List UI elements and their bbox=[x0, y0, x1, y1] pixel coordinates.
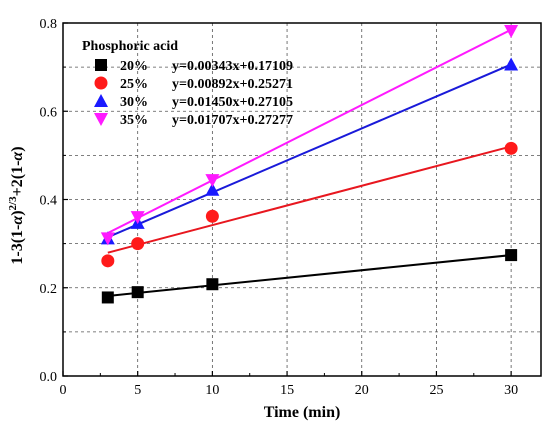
data-point-20pct bbox=[206, 278, 219, 291]
data-point-20pct bbox=[101, 291, 114, 304]
data-point-35pct bbox=[100, 232, 115, 246]
x-tick-label: 15 bbox=[280, 383, 294, 398]
plot-frame bbox=[62, 22, 542, 377]
legend-entries: 20% y=0.00343x+0.17109 25% y=0.00892x+0.252… bbox=[94, 59, 293, 128]
y-tick-label: 0.8 bbox=[40, 17, 58, 32]
y-axis-label-part: 1-3(1- bbox=[9, 225, 26, 265]
data-point-25pct bbox=[131, 237, 145, 251]
markers bbox=[100, 24, 519, 304]
y-ticks: 0.0 0.2 0.4 0.6 0.8 bbox=[40, 17, 68, 385]
legend-marker bbox=[94, 94, 108, 107]
y-axis-label-superscript: 2/3 bbox=[7, 196, 19, 211]
data-point-35pct bbox=[130, 211, 145, 225]
y-axis-label-part: +2(1- bbox=[9, 161, 26, 197]
legend-equation: y=0.00892x+0.25271 bbox=[172, 77, 293, 92]
y-tick-label: 0.2 bbox=[40, 282, 58, 297]
x-tick-label: 0 bbox=[60, 383, 67, 398]
x-tick-label: 20 bbox=[355, 383, 369, 398]
x-ticks: 0 5 10 15 20 25 30 bbox=[60, 371, 518, 398]
y-axis-label-part: ) bbox=[9, 146, 26, 151]
legend-title: Phosphoric acid bbox=[82, 39, 178, 54]
data-point-30pct bbox=[504, 57, 519, 71]
legend-series-label: 25% bbox=[120, 77, 148, 92]
fit-line-30pct bbox=[107, 63, 512, 239]
x-axis-label: Time (min) bbox=[264, 404, 341, 421]
fit-line-25pct bbox=[107, 145, 512, 254]
data-point-20pct bbox=[131, 286, 144, 299]
x-tick-label: 25 bbox=[429, 383, 443, 398]
legend: Phosphoric acid 20% y=0.00343x+0.17109 25%… bbox=[82, 39, 293, 128]
legend-series-label: 30% bbox=[120, 95, 148, 110]
x-tick-label: 10 bbox=[205, 383, 219, 398]
legend-equation: y=0.00343x+0.17109 bbox=[172, 59, 293, 74]
data-point-20pct bbox=[505, 249, 518, 262]
y-tick-label: 0.6 bbox=[40, 105, 58, 120]
data-point-30pct bbox=[205, 182, 220, 196]
y-tick-label: 0.4 bbox=[40, 194, 58, 209]
legend-marker bbox=[95, 59, 107, 71]
grid bbox=[63, 23, 541, 376]
legend-marker bbox=[94, 76, 108, 90]
legend-series-label: 20% bbox=[120, 59, 148, 74]
y-axis-label-part: ) bbox=[9, 210, 26, 215]
data-point-25pct bbox=[504, 141, 518, 155]
fit-line-20pct bbox=[107, 254, 512, 297]
data-point-25pct bbox=[205, 209, 219, 223]
y-axis-label: 1-3(1-α)2/3+2(1-α) bbox=[7, 146, 26, 264]
legend-equation: y=0.01707x+0.27277 bbox=[172, 113, 293, 128]
y-axis-label-alpha: α bbox=[9, 151, 26, 161]
x-tick-label: 30 bbox=[504, 383, 518, 398]
data-point-25pct bbox=[101, 254, 115, 268]
fit-line-35pct bbox=[107, 28, 512, 234]
x-tick-label: 5 bbox=[134, 383, 141, 398]
data-point-35pct bbox=[504, 24, 519, 38]
legend-marker bbox=[94, 113, 108, 126]
y-axis-label-alpha: α bbox=[9, 215, 26, 225]
fit-lines bbox=[107, 28, 512, 297]
legend-equation: y=0.01450x+0.27105 bbox=[172, 95, 293, 110]
data-point-35pct bbox=[205, 174, 220, 188]
legend-series-label: 35% bbox=[120, 113, 148, 128]
y-tick-label: 0.0 bbox=[40, 370, 58, 385]
